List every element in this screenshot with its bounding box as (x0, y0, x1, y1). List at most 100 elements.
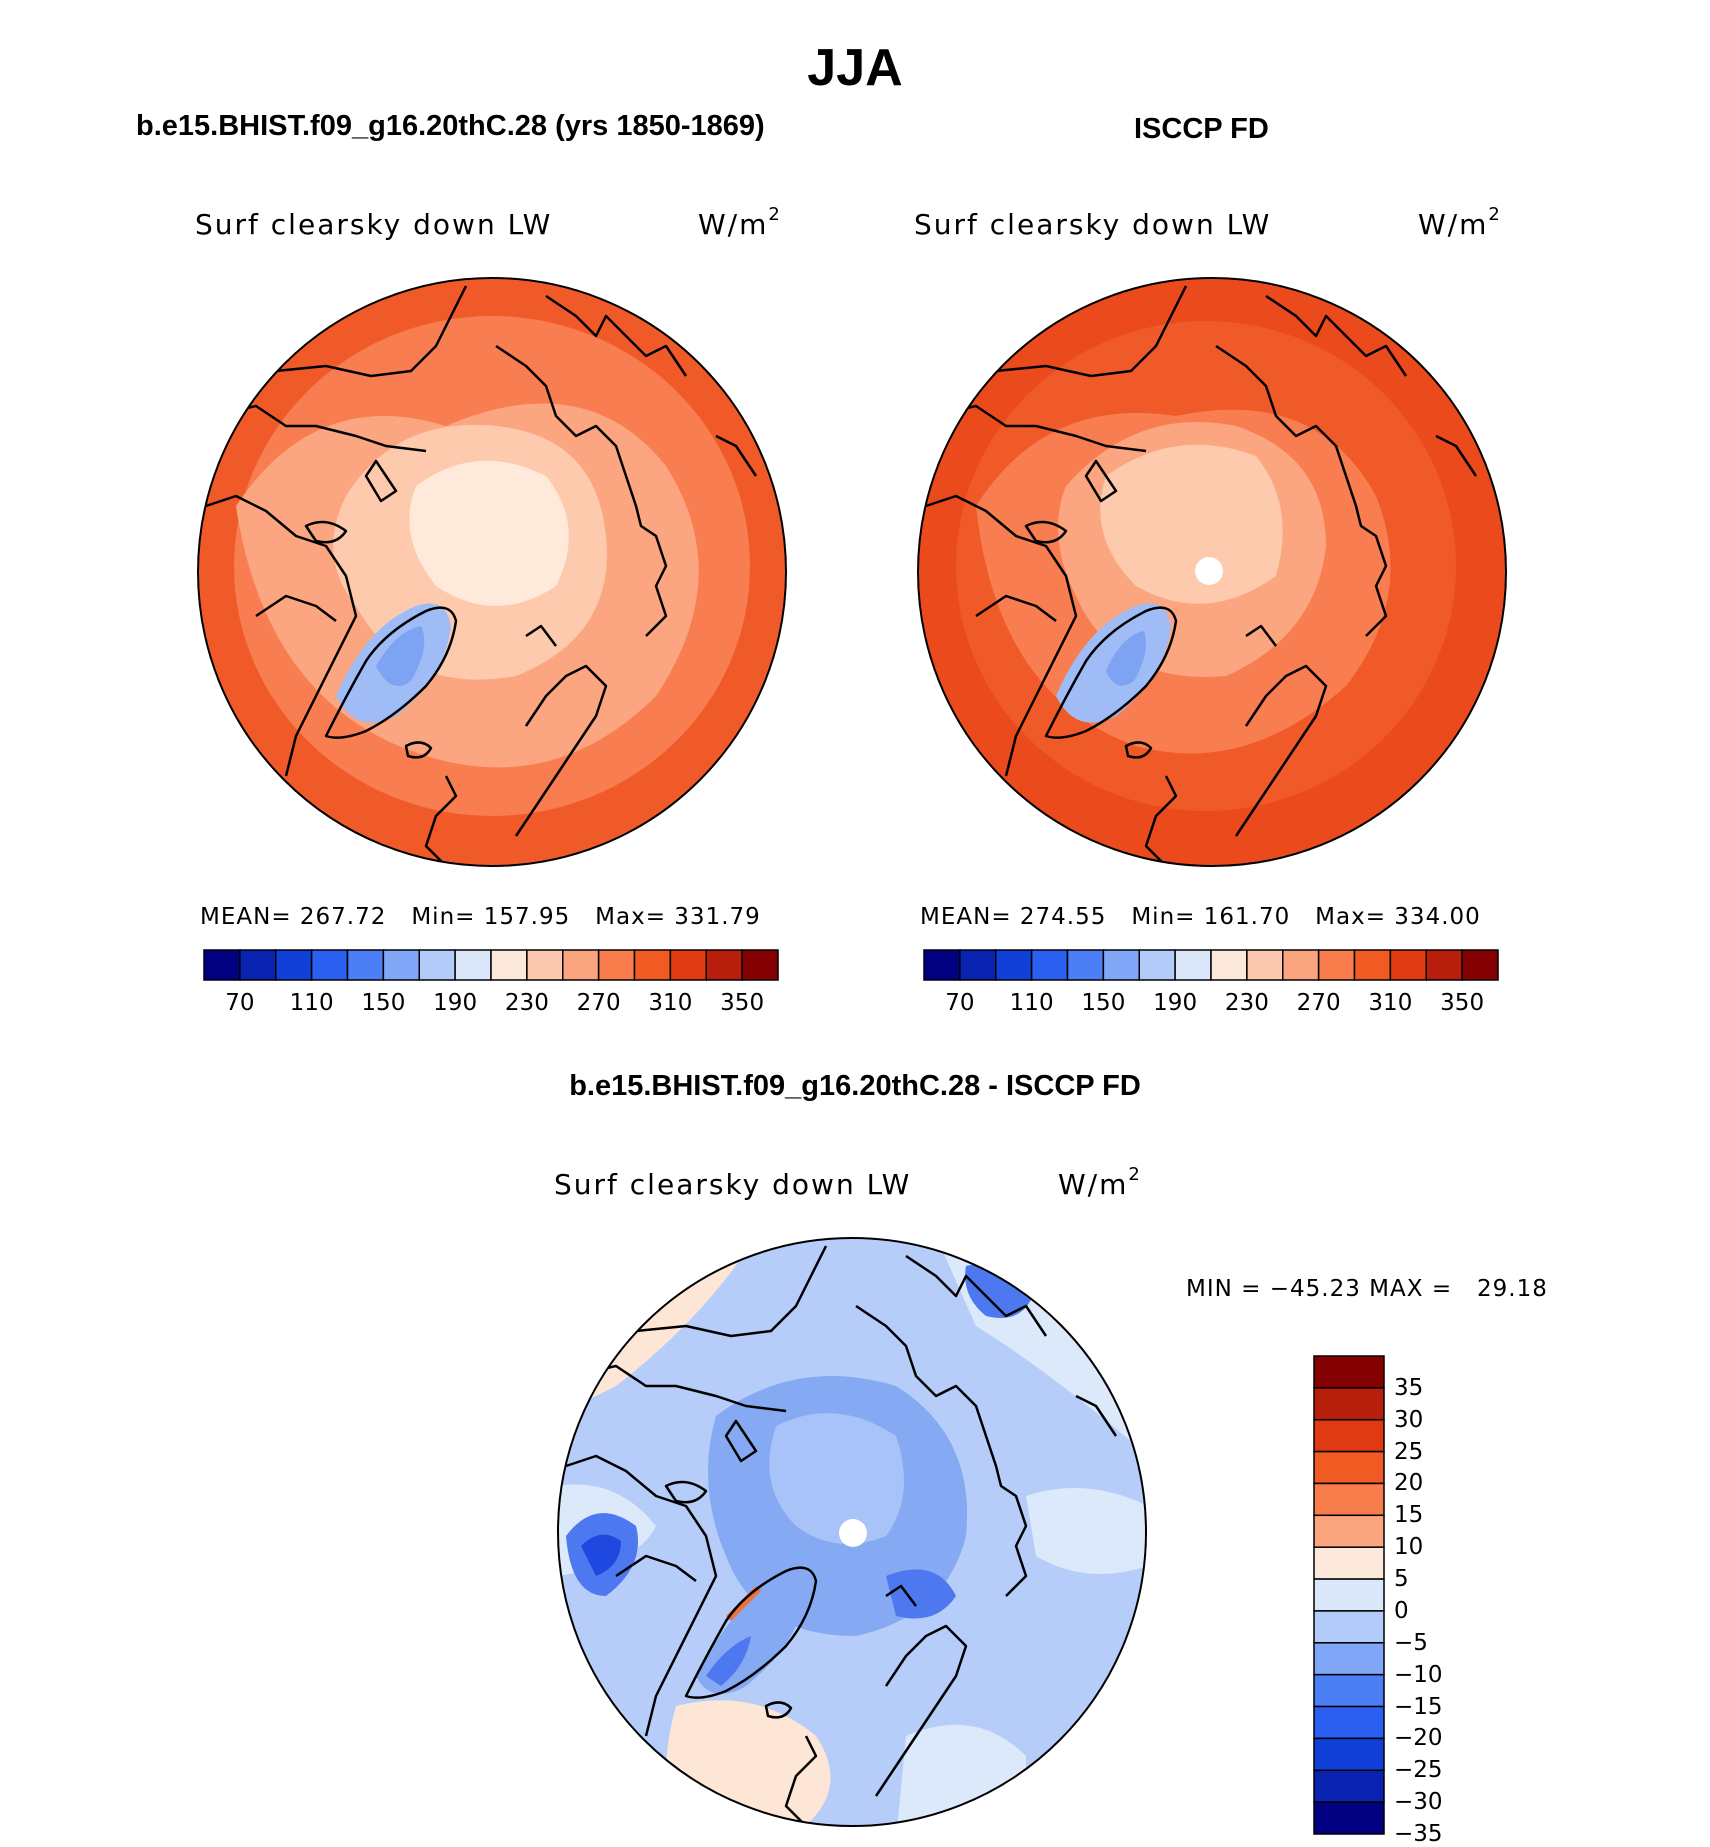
colorbar-swatch (382, 949, 420, 981)
colorbar-tick-label: 70 (225, 990, 255, 1016)
colorbar-swatch (1313, 1769, 1385, 1803)
diff-pole-field (769, 1413, 904, 1544)
colorbar-swatch (203, 949, 241, 981)
colorbar-tick-label: −35 (1394, 1821, 1443, 1847)
colorbar-tick-label: 150 (361, 990, 406, 1016)
colorbar-tick-label: 190 (433, 990, 478, 1016)
colorbar-tick-label: 310 (648, 990, 693, 1016)
colorbar-swatch (1313, 1387, 1385, 1421)
colorbar-swatch (1389, 949, 1427, 981)
colorbar-obs (923, 949, 1499, 981)
colorbar-model (203, 949, 779, 981)
colorbar-swatch (705, 949, 743, 981)
diff-greenland-dark (706, 1636, 751, 1686)
panel-title-model: b.e15.BHIST.f09_g16.20thC.28 (yrs 1850-1… (136, 110, 765, 142)
colorbar-swatch (275, 949, 313, 981)
colorbar-swatch (1425, 949, 1463, 981)
colorbar-tick-label: 350 (720, 990, 765, 1016)
greenland-core (376, 626, 425, 686)
greenland-core (1106, 631, 1147, 686)
variable-label-obs: Surf clearsky down LW (914, 208, 1272, 241)
diff-light-e (1026, 1488, 1146, 1574)
coastlines (565, 1245, 1118, 1826)
diff-darker-w (581, 1534, 621, 1576)
stats-obs: MEAN= 274.55 Min= 161.70 Max= 334.00 (920, 904, 1481, 930)
stats-model: MEAN= 267.72 Min= 157.95 Max= 331.79 (200, 904, 761, 930)
colorbar-swatch (1066, 949, 1105, 981)
colorbar-swatch (995, 949, 1033, 981)
colorbar-tick-label: 15 (1394, 1502, 1424, 1529)
colorbar-tick-label: 30 (1394, 1406, 1424, 1433)
units-label-obs: W/m2 (1418, 204, 1500, 241)
units-label-diff: W/m2 (1058, 1164, 1140, 1201)
colorbar-swatch (1210, 949, 1248, 981)
colorbar-swatch (1313, 1705, 1385, 1740)
colorbar-tick-label: 35 (1394, 1374, 1424, 1401)
colorbar-swatch (1030, 949, 1069, 981)
colorbar-tick-label: 0 (1394, 1597, 1409, 1624)
colorbar-swatch (1313, 1673, 1385, 1708)
panel-title-obs: ISCCP FD (1134, 113, 1269, 145)
colorbar-diff (1313, 1355, 1385, 1835)
colorbar-tick-label: 230 (1224, 990, 1269, 1016)
colorbar-swatch (923, 949, 961, 981)
colorbar-tick-label: 230 (504, 990, 549, 1016)
units-label-model: W/m2 (698, 204, 780, 241)
colorbar-swatch (310, 949, 349, 981)
colorbar-swatch (239, 949, 277, 981)
map-field-pole (409, 460, 569, 606)
map-field-pole (1100, 444, 1283, 604)
colorbar-tick-label: −10 (1394, 1661, 1443, 1688)
panel-title-diff: b.e15.BHIST.f09_g16.20thC.28 - ISCCP FD (569, 1070, 1141, 1102)
colorbar-model-ticks: 70 110 150 190 230 270 310 350 (204, 990, 778, 1020)
stats-diff: MIN = −45.23 MAX = 29.18 (1186, 1276, 1548, 1302)
colorbar-swatch (1313, 1355, 1385, 1389)
colorbar-tick-label: −5 (1394, 1629, 1428, 1656)
colorbar-tick-label: 310 (1368, 990, 1413, 1016)
polar-map-diff (557, 1237, 1147, 1827)
colorbar-swatch (959, 949, 997, 981)
diff-dark-center (886, 1569, 956, 1619)
colorbar-tick-label: −30 (1394, 1789, 1443, 1816)
colorbar-swatch (1313, 1801, 1385, 1835)
colorbar-swatch (1313, 1610, 1385, 1644)
colorbar-tick-label: 10 (1394, 1534, 1424, 1561)
colorbar-tick-label: 20 (1394, 1470, 1424, 1497)
colorbar-swatch (1102, 949, 1140, 981)
colorbar-tick-label: −25 (1394, 1757, 1443, 1784)
colorbar-swatch (1313, 1482, 1385, 1517)
colorbar-swatch (418, 949, 456, 981)
colorbar-swatch (741, 949, 779, 981)
colorbar-tick-label: 270 (576, 990, 621, 1016)
colorbar-swatch (1313, 1514, 1385, 1548)
colorbar-swatch (597, 949, 636, 981)
colorbar-tick-label: 70 (945, 990, 975, 1016)
polar-map-obs (917, 277, 1507, 867)
colorbar-tick-label: 190 (1153, 990, 1198, 1016)
colorbar-swatch (1246, 949, 1284, 981)
colorbar-tick-label: 110 (1009, 990, 1054, 1016)
variable-label-model: Surf clearsky down LW (195, 208, 553, 241)
coastlines (205, 285, 758, 866)
missing-data-pole (839, 1519, 867, 1547)
colorbar-swatch (526, 949, 564, 981)
colorbar-tick-label: 350 (1440, 990, 1485, 1016)
colorbar-tick-label: −20 (1394, 1725, 1443, 1752)
polar-map-model (197, 277, 787, 867)
colorbar-swatch (1317, 949, 1356, 981)
colorbar-swatch (669, 949, 707, 981)
colorbar-swatch (1353, 949, 1392, 981)
colorbar-swatch (1174, 949, 1212, 981)
colorbar-swatch (1313, 1578, 1385, 1612)
colorbar-tick-label: 5 (1394, 1566, 1409, 1593)
colorbar-tick-label: 150 (1081, 990, 1126, 1016)
colorbar-swatch (1313, 1450, 1385, 1485)
coastlines (925, 285, 1478, 866)
colorbar-obs-ticks: 70 110 150 190 230 270 310 350 (924, 990, 1498, 1020)
colorbar-swatch (490, 949, 528, 981)
diff-greenland-warm (726, 1586, 761, 1621)
colorbar-swatch (633, 949, 672, 981)
colorbar-swatch (1313, 1737, 1385, 1772)
colorbar-tick-label: 270 (1296, 990, 1341, 1016)
colorbar-tick-label: −15 (1394, 1693, 1443, 1720)
